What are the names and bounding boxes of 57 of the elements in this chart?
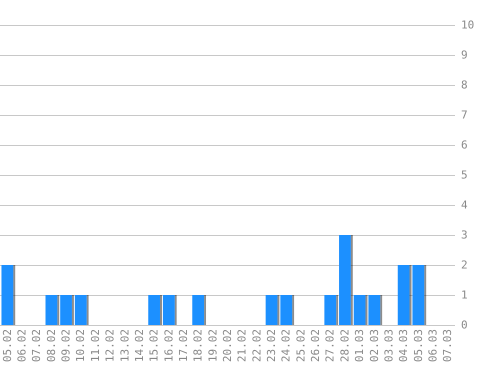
- y-tick-label: 2: [461, 258, 468, 272]
- y-tick-label: 7: [461, 108, 468, 122]
- bar: [339, 235, 351, 325]
- x-tick-label: 20.02: [221, 329, 234, 362]
- x-tick-label: 03.03: [382, 329, 396, 362]
- bar: [192, 295, 204, 325]
- bar: [412, 265, 424, 325]
- x-tick-label: 06.02: [16, 329, 29, 362]
- y-tick-label: 9: [461, 48, 468, 62]
- x-tick-label: 16.02: [162, 329, 176, 362]
- x-tick-label: 13.02: [118, 329, 132, 362]
- x-tick-label: 18.02: [192, 329, 205, 362]
- bar: [354, 295, 366, 325]
- y-tick-label: 1: [461, 288, 468, 302]
- x-tick-label: 10.02: [74, 329, 88, 362]
- bar: [324, 295, 336, 325]
- x-tick-label: 17.02: [176, 329, 190, 362]
- bar: [398, 265, 410, 325]
- bar: [280, 295, 292, 325]
- bar: [74, 295, 87, 325]
- x-tick-label: 07.02: [30, 329, 44, 362]
- y-tick-label: 3: [461, 228, 468, 242]
- x-tick-label: 12.02: [104, 329, 117, 362]
- x-tick-label: 19.02: [206, 329, 220, 362]
- x-tick-label: 25.02: [294, 329, 308, 362]
- x-tick-label: 05.02: [0, 329, 14, 362]
- bar: [162, 295, 175, 325]
- x-tick-label: 04.03: [397, 329, 410, 362]
- x-tick-label: 24.02: [280, 329, 293, 362]
- bar: [368, 295, 380, 325]
- y-tick-label: 8: [461, 78, 468, 92]
- bar: [148, 295, 160, 325]
- y-tick-label: 6: [461, 138, 468, 152]
- y-tick-label: 5: [461, 168, 468, 182]
- bar: [266, 295, 278, 325]
- bar: [46, 295, 58, 325]
- x-tick-label: 15.02: [148, 329, 161, 362]
- x-tick-label: 01.03: [353, 329, 366, 362]
- x-tick-label: 28.02: [338, 329, 352, 362]
- y-tick-label: 4: [461, 198, 468, 212]
- x-tick-label: 27.02: [324, 329, 337, 362]
- x-tick-label: 08.02: [44, 329, 58, 362]
- x-tick-label: 26.02: [309, 329, 322, 362]
- x-tick-label: 22.02: [250, 329, 264, 362]
- x-tick-label: 06.03: [426, 329, 440, 362]
- x-tick-label: 11.02: [88, 329, 102, 362]
- x-tick-label: 09.02: [60, 329, 73, 362]
- x-tick-label: 21.02: [236, 329, 249, 362]
- bar: [60, 295, 72, 325]
- x-tick-label: 14.02: [132, 329, 146, 362]
- x-tick-label: 23.02: [265, 329, 278, 362]
- y-tick-label: 0: [461, 318, 468, 332]
- x-tick-label: 02.03: [368, 329, 381, 362]
- bar: [1, 265, 14, 325]
- y-tick-label: 10: [461, 18, 474, 32]
- x-tick-label: 07.03: [441, 329, 454, 362]
- x-tick-label: 05.03: [412, 329, 425, 362]
